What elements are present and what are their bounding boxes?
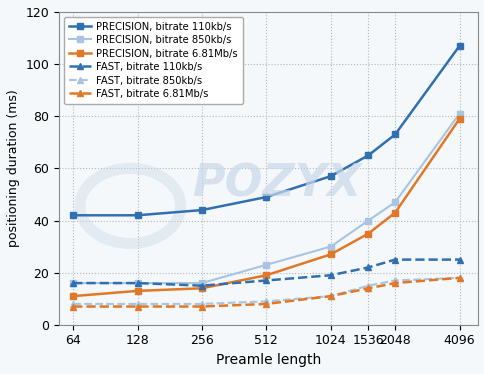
- FAST, bitrate 6.81Mb/s: [365, 286, 371, 291]
- FAST, bitrate 6.81Mb/s: [70, 304, 76, 309]
- Line: FAST, bitrate 6.81Mb/s: FAST, bitrate 6.81Mb/s: [70, 275, 462, 310]
- FAST, bitrate 110kb/s: [365, 265, 371, 270]
- PRECISION, bitrate 850kb/s: [392, 200, 397, 205]
- FAST, bitrate 850kb/s: [392, 278, 397, 283]
- PRECISION, bitrate 6.81Mb/s: [263, 273, 269, 278]
- PRECISION, bitrate 850kb/s: [455, 111, 461, 116]
- FAST, bitrate 110kb/s: [455, 257, 461, 262]
- PRECISION, bitrate 6.81Mb/s: [392, 211, 397, 215]
- FAST, bitrate 6.81Mb/s: [455, 276, 461, 280]
- PRECISION, bitrate 110kb/s: [263, 195, 269, 199]
- PRECISION, bitrate 850kb/s: [365, 218, 371, 223]
- PRECISION, bitrate 6.81Mb/s: [135, 289, 140, 293]
- PRECISION, bitrate 110kb/s: [70, 213, 76, 218]
- PRECISION, bitrate 850kb/s: [327, 244, 333, 249]
- FAST, bitrate 6.81Mb/s: [392, 281, 397, 285]
- PRECISION, bitrate 110kb/s: [135, 213, 140, 218]
- X-axis label: Preamle length: Preamle length: [215, 353, 320, 367]
- PRECISION, bitrate 850kb/s: [263, 263, 269, 267]
- FAST, bitrate 850kb/s: [263, 299, 269, 304]
- PRECISION, bitrate 110kb/s: [327, 174, 333, 178]
- PRECISION, bitrate 6.81Mb/s: [455, 117, 461, 121]
- PRECISION, bitrate 850kb/s: [198, 281, 204, 285]
- Line: FAST, bitrate 850kb/s: FAST, bitrate 850kb/s: [70, 275, 462, 307]
- FAST, bitrate 6.81Mb/s: [327, 294, 333, 298]
- Line: PRECISION, bitrate 110kb/s: PRECISION, bitrate 110kb/s: [70, 43, 462, 218]
- FAST, bitrate 6.81Mb/s: [135, 304, 140, 309]
- FAST, bitrate 850kb/s: [365, 283, 371, 288]
- FAST, bitrate 850kb/s: [135, 302, 140, 306]
- FAST, bitrate 110kb/s: [70, 281, 76, 285]
- PRECISION, bitrate 110kb/s: [365, 153, 371, 157]
- FAST, bitrate 850kb/s: [327, 294, 333, 298]
- FAST, bitrate 110kb/s: [198, 283, 204, 288]
- FAST, bitrate 110kb/s: [263, 278, 269, 283]
- PRECISION, bitrate 110kb/s: [198, 208, 204, 212]
- PRECISION, bitrate 110kb/s: [455, 44, 461, 48]
- PRECISION, bitrate 850kb/s: [70, 281, 76, 285]
- Line: FAST, bitrate 110kb/s: FAST, bitrate 110kb/s: [70, 257, 462, 289]
- Line: PRECISION, bitrate 850kb/s: PRECISION, bitrate 850kb/s: [70, 110, 462, 286]
- Y-axis label: positioning duration (ms): positioning duration (ms): [7, 89, 20, 247]
- Legend: PRECISION, bitrate 110kb/s, PRECISION, bitrate 850kb/s, PRECISION, bitrate 6.81M: PRECISION, bitrate 110kb/s, PRECISION, b…: [64, 17, 242, 104]
- FAST, bitrate 850kb/s: [198, 302, 204, 306]
- PRECISION, bitrate 110kb/s: [392, 132, 397, 137]
- FAST, bitrate 110kb/s: [327, 273, 333, 278]
- FAST, bitrate 6.81Mb/s: [198, 304, 204, 309]
- PRECISION, bitrate 850kb/s: [135, 281, 140, 285]
- FAST, bitrate 6.81Mb/s: [263, 302, 269, 306]
- PRECISION, bitrate 6.81Mb/s: [327, 252, 333, 257]
- FAST, bitrate 110kb/s: [135, 281, 140, 285]
- FAST, bitrate 110kb/s: [392, 257, 397, 262]
- Text: POZYX: POZYX: [192, 162, 361, 205]
- FAST, bitrate 850kb/s: [455, 276, 461, 280]
- FAST, bitrate 850kb/s: [70, 302, 76, 306]
- PRECISION, bitrate 6.81Mb/s: [70, 294, 76, 298]
- PRECISION, bitrate 6.81Mb/s: [365, 231, 371, 236]
- Line: PRECISION, bitrate 6.81Mb/s: PRECISION, bitrate 6.81Mb/s: [70, 116, 462, 299]
- PRECISION, bitrate 6.81Mb/s: [198, 286, 204, 291]
